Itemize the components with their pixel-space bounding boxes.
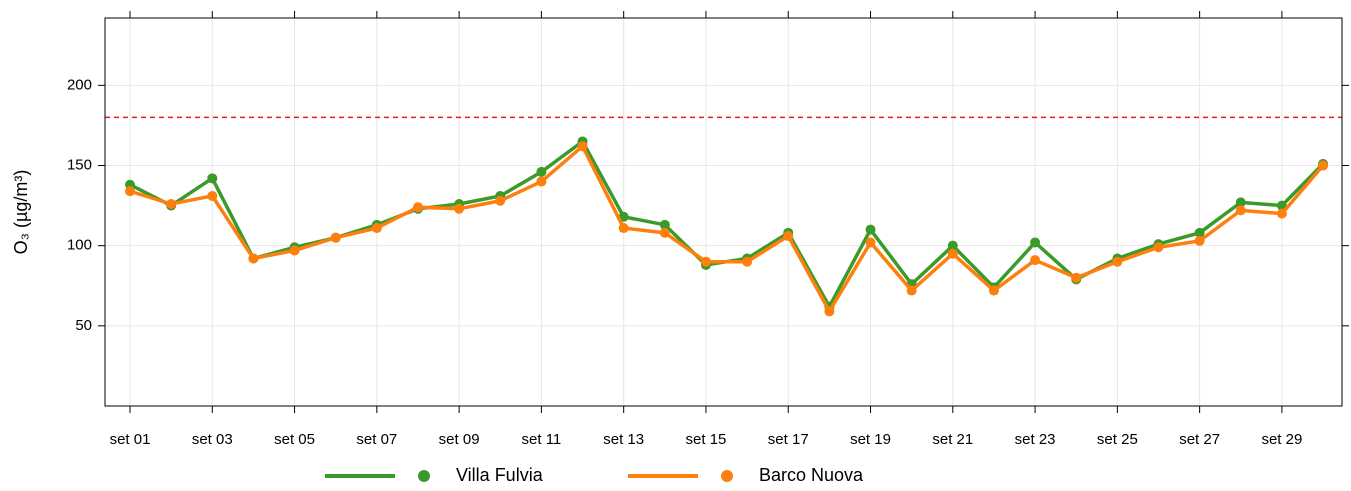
y-tick-label: 150 xyxy=(67,156,92,173)
point xyxy=(166,198,177,209)
point xyxy=(742,256,753,267)
point xyxy=(1030,255,1041,266)
point xyxy=(947,248,958,259)
point xyxy=(371,223,382,234)
point xyxy=(289,245,300,256)
series-line xyxy=(129,143,1325,315)
legend-label: Villa Fulvia xyxy=(456,465,544,485)
point xyxy=(536,176,547,187)
point xyxy=(659,227,670,238)
point xyxy=(1235,197,1246,208)
point xyxy=(125,186,135,197)
x-tick-label: set 01 xyxy=(110,431,151,448)
point xyxy=(1153,242,1164,253)
x-tick-label: set 29 xyxy=(1261,431,1302,448)
point xyxy=(618,223,629,234)
point xyxy=(659,219,670,230)
y-tick-label: 50 xyxy=(75,317,92,334)
point xyxy=(1194,235,1205,246)
x-tick-label: set 15 xyxy=(686,431,727,448)
point xyxy=(700,256,711,267)
point xyxy=(824,306,835,317)
series-line xyxy=(129,138,1325,311)
x-tick-label: set 11 xyxy=(522,431,562,448)
point xyxy=(207,173,218,184)
point xyxy=(536,166,547,177)
x-tick-label: set 13 xyxy=(603,431,644,448)
point xyxy=(207,190,218,201)
x-tick-label: set 27 xyxy=(1179,431,1220,448)
point xyxy=(1030,237,1041,248)
legend-marker xyxy=(721,470,733,482)
point xyxy=(1112,256,1123,267)
point xyxy=(988,285,999,296)
point xyxy=(906,285,917,296)
plot-frame xyxy=(104,17,1343,407)
x-tick-label: set 19 xyxy=(850,431,891,448)
point xyxy=(454,203,465,214)
x-tick-label: set 07 xyxy=(356,431,397,448)
point xyxy=(330,232,341,243)
point xyxy=(865,237,876,248)
y-axis-label: O₃ (µg/m³) xyxy=(11,170,31,255)
point xyxy=(947,240,958,251)
point xyxy=(412,202,423,213)
legend: Villa Fulvia Barco Nuova xyxy=(325,465,864,485)
x-tick-label: set 17 xyxy=(768,431,809,448)
point xyxy=(1194,227,1205,238)
legend-marker xyxy=(418,470,430,482)
legend-label: Barco Nuova xyxy=(759,465,864,485)
point xyxy=(783,231,794,242)
point xyxy=(248,253,259,264)
x-tick-label: set 03 xyxy=(192,431,233,448)
x-tick-label: set 05 xyxy=(274,431,315,448)
x-tick-label: set 21 xyxy=(932,431,973,448)
x-tick-label: set 23 xyxy=(1015,431,1056,448)
point xyxy=(1071,272,1082,283)
x-tick-label: set 09 xyxy=(439,431,480,448)
point xyxy=(1235,205,1246,216)
y-tick-label: 100 xyxy=(67,237,92,254)
point xyxy=(495,195,506,206)
point xyxy=(1318,160,1329,171)
point xyxy=(1276,208,1287,219)
point xyxy=(865,224,876,235)
y-tick-label: 200 xyxy=(67,76,92,93)
point xyxy=(577,141,588,152)
x-tick-label: set 25 xyxy=(1097,431,1138,448)
